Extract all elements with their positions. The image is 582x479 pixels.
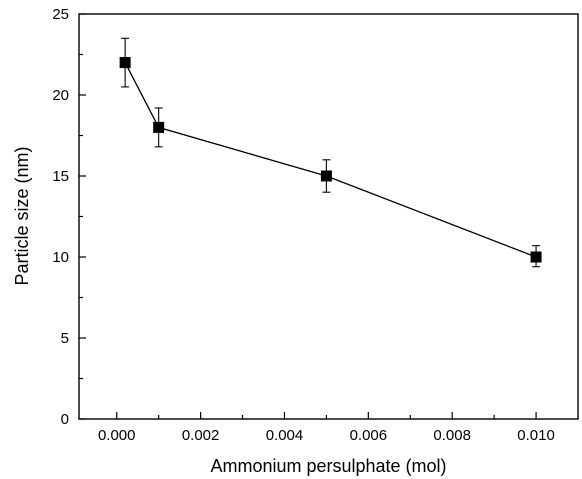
y-tick-label: 25 — [52, 6, 69, 23]
data-point — [320, 170, 332, 182]
y-tick-label: 5 — [61, 330, 69, 347]
axis-tick-labels: 0.000 0.002 0.004 0.006 0.008 0.010 0 5 10 15 20 25 — [52, 6, 555, 444]
y-tick-label: 15 — [52, 168, 69, 185]
y-tick-label: 10 — [52, 249, 69, 266]
x-tick-label: 0.010 — [517, 427, 555, 444]
y-tick-label: 20 — [52, 87, 69, 104]
x-tick-label: 0.002 — [182, 427, 220, 444]
y-tick-label: 0 — [61, 411, 69, 428]
data-series — [119, 37, 542, 268]
data-point — [119, 57, 131, 69]
x-tick-label: 0.006 — [350, 427, 388, 444]
y-axis-label: Particle size (nm) — [12, 146, 32, 285]
plot-frame — [78, 13, 579, 420]
axis-ticks — [79, 13, 537, 420]
data-point — [153, 121, 165, 133]
x-tick-label: 0.008 — [433, 427, 471, 444]
series-line — [124, 62, 537, 258]
x-tick-label: 0.004 — [266, 427, 304, 444]
data-point — [530, 251, 542, 263]
x-tick-label: 0.000 — [98, 427, 136, 444]
x-axis-label: Ammonium persulphate (mol) — [210, 456, 446, 476]
